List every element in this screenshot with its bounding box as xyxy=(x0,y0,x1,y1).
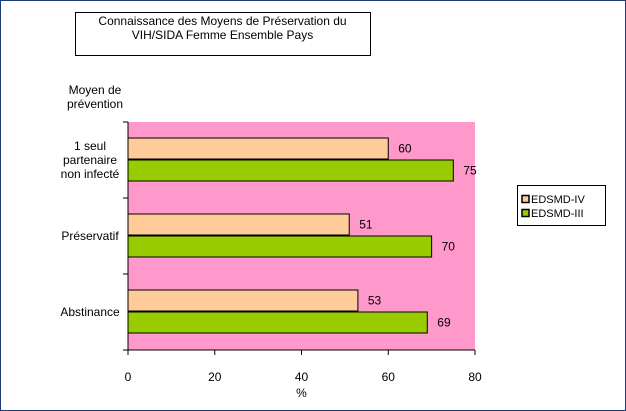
bar xyxy=(127,235,433,258)
legend-label: EDSMD-IV xyxy=(531,194,585,206)
value-label: 51 xyxy=(359,218,373,232)
x-tick-label: 40 xyxy=(295,370,309,384)
bar xyxy=(127,289,359,312)
legend-swatch xyxy=(521,208,530,218)
title-box xyxy=(75,12,371,56)
y-tick-label: Abstinance xyxy=(60,305,120,319)
value-label: 53 xyxy=(368,294,382,308)
y-tick-label: Préservatif xyxy=(61,229,119,243)
y-tick-label: 1 seul partenaire non infecté xyxy=(60,139,120,181)
value-label: 70 xyxy=(442,240,456,254)
bar xyxy=(127,159,454,182)
value-label: 75 xyxy=(463,164,477,178)
chart-title: Connaissance des Moyens de Préservation … xyxy=(98,14,347,42)
x-tick-label: 60 xyxy=(382,370,396,384)
y-axis-label: Moyen de prévention xyxy=(66,83,124,111)
x-axis-label: % xyxy=(296,386,307,400)
bar xyxy=(127,311,428,334)
bar xyxy=(127,137,389,160)
x-tick-label: 0 xyxy=(125,370,132,384)
value-label: 60 xyxy=(398,142,412,156)
value-label: 69 xyxy=(437,316,451,330)
legend-box xyxy=(517,185,606,226)
x-tick-label: 80 xyxy=(468,370,482,384)
legend-label: EDSMD-III xyxy=(531,208,584,220)
legend-swatch xyxy=(521,194,530,204)
bar xyxy=(127,213,350,236)
x-tick-label: 20 xyxy=(208,370,222,384)
